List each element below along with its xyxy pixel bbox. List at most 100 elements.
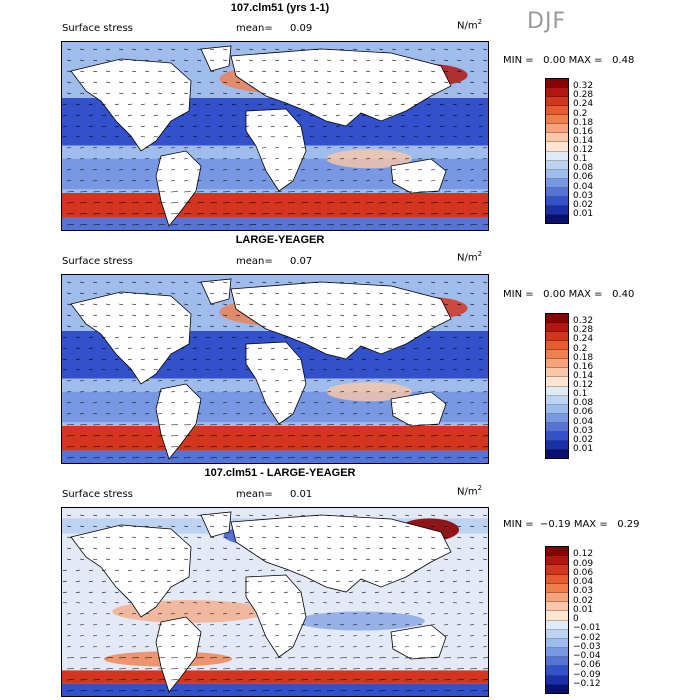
colorbar-tick-label: 0.08 bbox=[573, 163, 594, 174]
colorbar-swatch bbox=[546, 142, 568, 152]
colorbar-swatch bbox=[546, 602, 568, 612]
colorbar-tick-label: 0.04 bbox=[573, 181, 594, 192]
colorbar-tick-label: 0.06 bbox=[573, 172, 594, 183]
colorbar-swatch bbox=[546, 386, 568, 396]
colorbar-swatch bbox=[546, 404, 568, 414]
colorbar-tick-label: 0.14 bbox=[573, 370, 594, 381]
season-label: DJF bbox=[527, 9, 567, 34]
panel-2-mean-value: 0.07 bbox=[290, 256, 313, 267]
colorbar-swatch bbox=[546, 205, 568, 215]
colorbar-swatch bbox=[546, 422, 568, 432]
colorbar-tick-label: 0.12 bbox=[573, 145, 594, 155]
colorbar-swatch bbox=[546, 160, 568, 170]
colorbar-swatch bbox=[546, 79, 568, 89]
panel-3-units: N/m2 bbox=[457, 484, 483, 498]
colorbar-swatch bbox=[546, 565, 568, 575]
colorbar-swatch bbox=[546, 115, 568, 125]
colorbar-swatch bbox=[546, 350, 568, 360]
colorbar-tick-label: 0.2 bbox=[573, 343, 588, 354]
colorbar-swatch bbox=[546, 449, 568, 458]
colorbar-tick-label: 0.09 bbox=[573, 558, 594, 569]
colorbar-tick-label: 0.16 bbox=[573, 361, 594, 372]
panel-3-variable: Surface stress bbox=[62, 489, 133, 500]
colorbar-tick-label: 0.02 bbox=[573, 595, 594, 606]
panel-3-mean-value: 0.01 bbox=[290, 489, 313, 500]
colorbar-tick-label: 0.08 bbox=[573, 398, 594, 409]
colorbar-swatch bbox=[546, 648, 568, 658]
panel-2-variable: Surface stress bbox=[62, 256, 133, 267]
colorbar-tick-label: 0.12 bbox=[573, 380, 594, 390]
colorbar-tick-label: 0 bbox=[573, 614, 579, 624]
colorbar-tick-label: 0.12 bbox=[573, 549, 594, 560]
colorbar-swatch bbox=[546, 341, 568, 351]
colorbar-tick-label: −0.01 bbox=[573, 623, 601, 634]
colorbar-swatch bbox=[546, 684, 568, 693]
colorbar-swatch bbox=[546, 583, 568, 593]
colorbar-swatch bbox=[546, 440, 568, 450]
colorbar-tick-label: 0.16 bbox=[573, 126, 594, 137]
colorbar-tick-label: 0.06 bbox=[573, 567, 594, 578]
colorbar-swatch bbox=[546, 187, 568, 197]
panel-2-min-max: MIN = 0.00 MAX = 0.40 bbox=[503, 289, 635, 300]
colorbar-tick-label: 0.03 bbox=[573, 190, 594, 201]
colorbar-swatch bbox=[546, 666, 568, 676]
colorbar-swatch bbox=[546, 657, 568, 667]
colorbar-tick-label: 0.32 bbox=[573, 81, 594, 92]
colorbar-tick-label: 0.28 bbox=[573, 325, 594, 336]
colorbar-tick-label: 0.28 bbox=[573, 90, 594, 101]
panel-3-min-max: MIN = −0.19 MAX = 0.29 bbox=[503, 519, 640, 530]
colorbar-swatch bbox=[546, 556, 568, 566]
panel-3-colorbar: 0.12 0.09 0.06 0.04 0.03 0.02 0.01 0 −0.01 −0.02−… bbox=[545, 546, 601, 694]
colorbar-tick-label: 0.1 bbox=[573, 389, 588, 400]
panel-1-mean-label: mean= bbox=[236, 23, 273, 34]
colorbar-tick-label: 0.04 bbox=[573, 577, 594, 587]
colorbar-swatch bbox=[546, 629, 568, 639]
colorbar-swatch bbox=[546, 431, 568, 441]
panel-1-map bbox=[61, 41, 489, 231]
colorbar-swatch bbox=[546, 395, 568, 405]
colorbar-tick-label: 0.03 bbox=[573, 586, 594, 597]
colorbar-swatch bbox=[546, 620, 568, 630]
colorbar-tick-label: 0.01 bbox=[573, 604, 594, 615]
panel-3-mean-label: mean= bbox=[236, 489, 273, 500]
colorbar-swatch bbox=[546, 377, 568, 387]
colorbar-swatch bbox=[546, 133, 568, 143]
panel-2-colorbar: 0.32 0.28 0.24 0.2 0.18 0.16 0.14 0.12 0.1 0.08 0.… bbox=[545, 313, 593, 459]
panel-1-mean-value: 0.09 bbox=[290, 23, 313, 34]
colorbar-tick-label: −0.12 bbox=[573, 678, 601, 689]
colorbar-tick-label: −0.02 bbox=[573, 632, 601, 643]
panel-1-units: N/m2 bbox=[457, 18, 483, 32]
colorbar-tick-label: 0.18 bbox=[573, 117, 594, 128]
panel-3-title: 107.clm51 - LARGE-YEAGER bbox=[204, 467, 356, 479]
panel-2-title: LARGE-YEAGER bbox=[235, 234, 325, 246]
colorbar-swatch bbox=[546, 574, 568, 584]
colorbar-tick-label: −0.03 bbox=[573, 641, 601, 652]
colorbar-tick-label: −0.04 bbox=[573, 651, 601, 661]
colorbar-swatch bbox=[546, 359, 568, 369]
colorbar-swatch bbox=[546, 675, 568, 685]
panel-1-min-max: MIN = 0.00 MAX = 0.48 bbox=[503, 55, 635, 66]
colorbar-tick-label: −0.06 bbox=[573, 660, 601, 671]
colorbar-tick-label: 0.04 bbox=[573, 416, 594, 427]
colorbar-swatch bbox=[546, 169, 568, 179]
colorbar-swatch bbox=[546, 323, 568, 333]
colorbar-tick-label: 0.14 bbox=[573, 135, 594, 146]
colorbar-swatch bbox=[546, 97, 568, 107]
colorbar-tick-label: 0.32 bbox=[573, 316, 594, 327]
panel-2-mean-label: mean= bbox=[236, 256, 273, 267]
colorbar-swatch bbox=[546, 314, 568, 324]
colorbar-tick-label: 0.06 bbox=[573, 407, 594, 418]
panel-1-variable: Surface stress bbox=[62, 23, 133, 34]
panel-1-title: 107.clm51 (yrs 1-1) bbox=[230, 2, 330, 14]
colorbar-swatch bbox=[546, 106, 568, 116]
colorbar-tick-label: 0.24 bbox=[573, 334, 594, 345]
panel-1-colorbar: 0.32 0.28 0.24 0.2 0.18 0.16 0.14 0.12 0.1 0.08 0.… bbox=[545, 78, 593, 224]
colorbar-swatch bbox=[546, 151, 568, 161]
colorbar-tick-label: 0.02 bbox=[573, 434, 594, 445]
colorbar-tick-label: 0.02 bbox=[573, 199, 594, 210]
colorbar-swatch bbox=[546, 88, 568, 98]
panel-2-units: N/m2 bbox=[457, 250, 483, 264]
colorbar-tick-label: 0.18 bbox=[573, 352, 594, 363]
colorbar-swatch bbox=[546, 547, 568, 557]
colorbar-tick-label: 0.01 bbox=[573, 443, 594, 454]
